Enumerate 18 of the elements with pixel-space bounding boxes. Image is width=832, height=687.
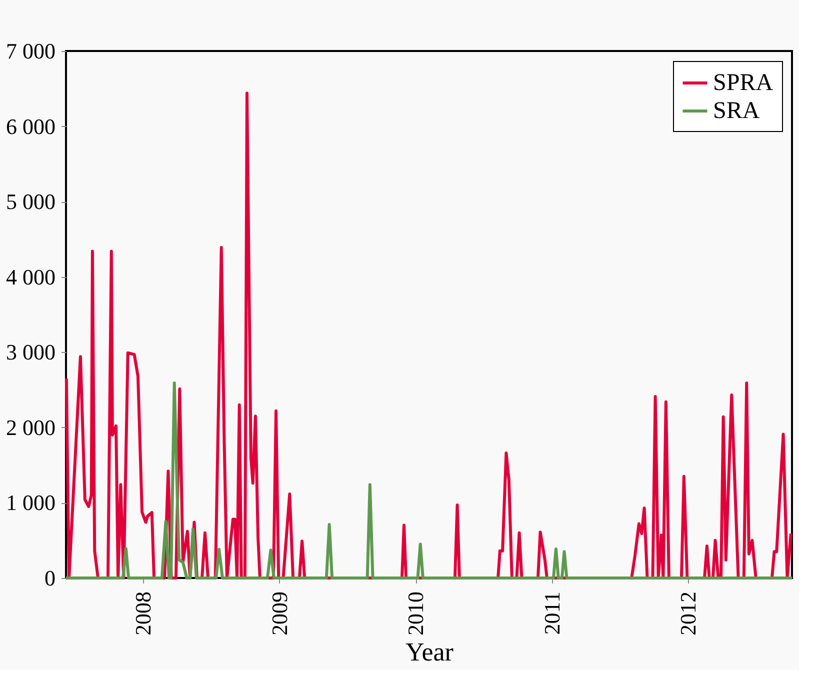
line-series: [64, 92, 792, 580]
y-tick-label: 1 000: [6, 490, 56, 516]
y-tick-label: 7 000: [6, 38, 56, 64]
y-tick-label: 0: [44, 566, 56, 590]
y-tick-label: 3 000: [6, 340, 56, 365]
x-tick-label: 2011: [539, 592, 564, 635]
x-tick-label: 2012: [676, 592, 701, 636]
x-axis-title: Year: [406, 638, 454, 666]
y-tick-label: 4 000: [6, 264, 56, 290]
x-tick-label: 2009: [266, 592, 292, 636]
legend-label: SPRA: [713, 70, 774, 96]
y-tick-label: 5 000: [6, 189, 56, 214]
line-series: [64, 382, 794, 580]
y-tick-label: 2 000: [6, 414, 56, 440]
x-tick-label: 2010: [403, 592, 428, 636]
x-tick-label: 2008: [130, 592, 156, 636]
legend-label: SRA: [713, 98, 760, 124]
y-tick-label: 6 000: [6, 114, 56, 139]
